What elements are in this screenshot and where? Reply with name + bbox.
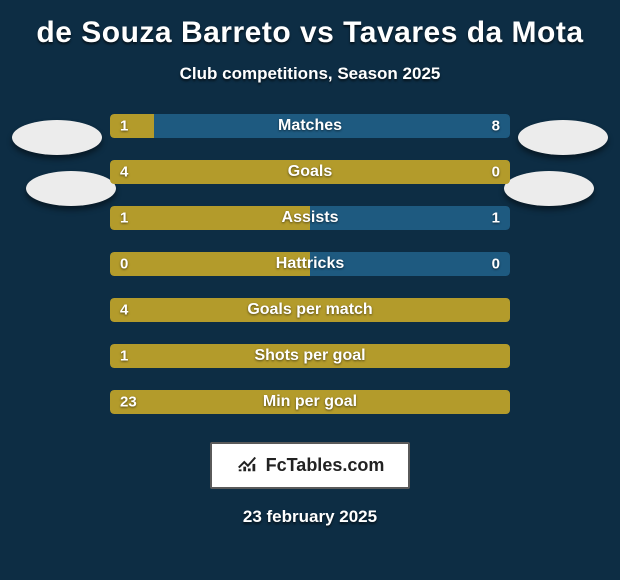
value-left: 23	[120, 394, 137, 411]
value-right: 0	[492, 256, 500, 273]
value-left: 1	[120, 210, 128, 227]
value-right: 0	[492, 164, 500, 181]
value-left: 4	[120, 302, 128, 319]
brand-label: FcTables.com	[266, 455, 385, 476]
stat-row: 1 1 Assists	[110, 206, 510, 230]
value-right: 8	[492, 118, 500, 135]
subtitle: Club competitions, Season 2025	[0, 64, 620, 84]
stat-label: Min per goal	[263, 393, 357, 411]
stat-row: 4 0 Goals	[110, 160, 510, 184]
stat-row: 4 Goals per match	[110, 298, 510, 322]
bar-left	[110, 114, 154, 138]
stat-label: Shots per goal	[254, 347, 365, 365]
stat-label: Matches	[278, 117, 342, 135]
stat-row: 1 8 Matches	[110, 114, 510, 138]
comparison-card: de Souza Barreto vs Tavares da Mota Club…	[0, 0, 620, 580]
stat-bars: 1 8 Matches 4 0 Goals 1 1 Assists 0 0 Hattricks 4 Goa…	[110, 114, 510, 414]
stat-row: 23 Min per goal	[110, 390, 510, 414]
brand-badge: FcTables.com	[210, 442, 411, 489]
value-right: 1	[492, 210, 500, 227]
stat-label: Goals per match	[247, 301, 372, 319]
page-title: de Souza Barreto vs Tavares da Mota	[0, 16, 620, 50]
chart-icon	[236, 452, 258, 479]
value-left: 4	[120, 164, 128, 181]
value-left: 0	[120, 256, 128, 273]
value-left: 1	[120, 118, 128, 135]
bar-left	[110, 206, 310, 230]
stat-label: Hattricks	[276, 255, 344, 273]
chart-area: 1 8 Matches 4 0 Goals 1 1 Assists 0 0 Hattricks 4 Goa…	[0, 114, 620, 414]
footer: FcTables.com 23 february 2025	[0, 442, 620, 527]
stat-row: 1 Shots per goal	[110, 344, 510, 368]
stat-row: 0 0 Hattricks	[110, 252, 510, 276]
value-left: 1	[120, 348, 128, 365]
bar-right	[310, 206, 510, 230]
stat-label: Goals	[288, 163, 332, 181]
date-label: 23 february 2025	[0, 507, 620, 527]
stat-label: Assists	[282, 209, 339, 227]
